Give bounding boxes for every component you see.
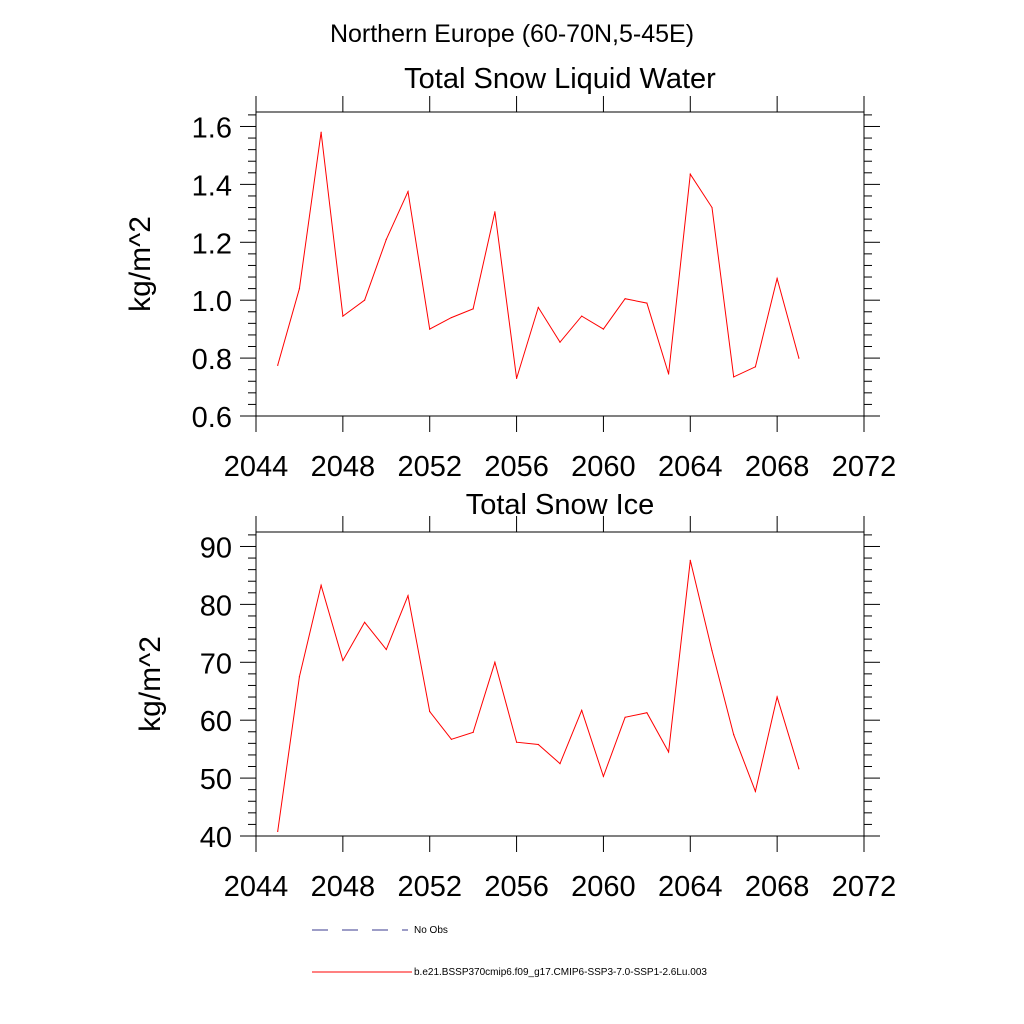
data-point [754,366,757,368]
data-point [537,743,539,746]
x-tick-label: 2052 [397,871,462,903]
x-tick-label: 2056 [484,871,549,903]
data-point [277,364,279,366]
x-tick-label: 2052 [397,451,462,483]
data-point [277,830,279,832]
y-axis-label: kg/m^2 [124,216,157,312]
data-point [429,328,431,330]
data-point [298,288,301,290]
data-point [494,661,496,663]
data-point [472,731,474,733]
data-point [711,206,713,209]
chart-title: Total Snow Ice [466,489,655,521]
series-marks [277,559,800,832]
x-tick-label: 2048 [311,451,376,483]
data-point [798,357,800,359]
data-point [559,763,561,765]
axis-ticks: 2044 2048 2052 2056 2060 2064 2068 2072 0.6 0.8 1.… [192,96,897,483]
x-tick-label: 2044 [224,871,289,903]
data-point [581,709,583,711]
data-point [646,712,648,714]
x-tick-label: 2060 [571,871,636,903]
data-point [363,621,366,623]
data-point [798,768,800,770]
y-tick-label: 1.2 [192,228,232,260]
y-tick-label: 90 [200,532,232,564]
data-point [385,648,387,651]
data-point [776,277,778,280]
legend: No Obs b.e21.BSSP370cmip6.f09_g17.CMIP6-… [312,925,707,978]
y-tick-label: 40 [200,822,232,854]
data-point [754,790,757,793]
plot-frame [255,531,865,837]
data-point [602,328,605,330]
data-point [450,316,453,319]
y-axis-label: kg/m^2 [134,636,167,732]
data-point [450,738,453,740]
series-marks [277,131,800,379]
y-tick-label: 80 [200,590,232,622]
x-tick-label: 2068 [745,451,810,483]
data-point [515,377,518,379]
data-point [472,308,474,310]
data-point [776,696,778,698]
y-tick-label: 50 [200,764,232,796]
figure-suptitle: Northern Europe (60-70N,5-45E) [330,20,694,48]
data-point [407,191,409,193]
data-point [320,131,322,133]
y-tick-label: 60 [200,706,232,738]
data-point [342,315,344,317]
data-point [711,650,713,652]
chart-panel-snow-ice: Total Snow Ice kg/m^2 2044 2048 2052 2056 20… [134,489,896,903]
data-point [689,173,691,175]
y-tick-label: 0.6 [192,402,232,434]
data-point [494,211,496,213]
y-tick-label: 1.4 [192,170,232,202]
legend-entry-model-run: b.e21.BSSP370cmip6.f09_g17.CMIP6-SSP3-7.… [312,967,707,978]
data-point [667,751,670,753]
x-tick-label: 2064 [658,451,723,483]
data-point [429,710,431,713]
chart-panel-snow-liquid-water: Total Snow Liquid Water kg/m^2 2044 2048 2… [124,63,896,483]
y-tick-label: 1.0 [192,286,232,318]
data-point [646,302,648,304]
data-point [581,315,583,317]
x-tick-label: 2072 [832,451,897,483]
legend-entry-no-obs: No Obs [312,925,448,936]
y-tick-label: 0.8 [192,344,232,376]
x-tick-label: 2064 [658,871,723,903]
data-point [407,595,409,597]
data-point [624,716,626,718]
legend-label: No Obs [414,925,448,936]
data-point [537,306,539,309]
axis-ticks: 2044 2048 2052 2056 2060 2064 2068 2072 40 50 60 70… [200,516,897,903]
data-point [320,584,322,586]
x-tick-label: 2072 [832,871,897,903]
data-point [733,734,735,736]
data-point [733,376,735,378]
chart-title: Total Snow Liquid Water [404,63,716,95]
data-point [363,299,366,301]
data-point [385,238,387,240]
legend-label: b.e21.BSSP370cmip6.f09_g17.CMIP6-SSP3-7.… [414,967,707,978]
data-point [624,298,626,300]
x-tick-label: 2056 [484,451,549,483]
data-point [342,659,344,662]
x-tick-label: 2044 [224,451,289,483]
x-tick-label: 2060 [571,451,636,483]
x-tick-label: 2068 [745,871,810,903]
data-point [298,676,301,678]
data-point [559,341,561,343]
y-tick-label: 70 [200,648,232,680]
data-point [667,373,670,375]
plot-frame [255,111,865,417]
data-point [689,559,691,561]
x-tick-label: 2048 [311,871,376,903]
data-point [515,741,518,743]
y-tick-label: 1.6 [192,112,232,144]
data-point [602,775,605,777]
